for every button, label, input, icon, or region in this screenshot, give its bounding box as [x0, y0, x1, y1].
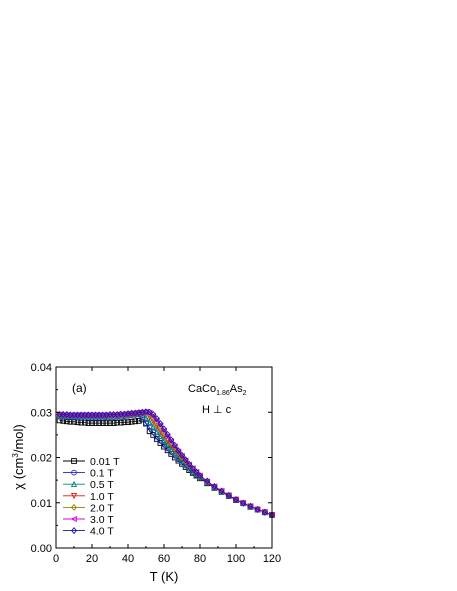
data-point	[143, 408, 149, 416]
data-point	[125, 419, 131, 426]
y-tick-label: 0.03	[31, 407, 52, 419]
data-point	[164, 430, 171, 438]
data-point	[179, 451, 185, 459]
x-tick-label: 40	[122, 553, 134, 565]
data-point	[110, 420, 117, 426]
data-point	[218, 487, 225, 495]
data-point	[211, 482, 218, 490]
legend-marker	[71, 527, 77, 535]
legend-marker	[70, 515, 77, 523]
field-direction-label: H ⊥ c	[202, 404, 232, 416]
data-point	[150, 423, 157, 430]
data-point	[204, 477, 211, 485]
data-point	[114, 419, 121, 426]
y-axis-label: χ (cm3/mol)	[11, 424, 26, 489]
data-point	[225, 492, 232, 500]
data-point	[171, 441, 178, 449]
legend-label: 3.0 T	[90, 514, 114, 526]
data-point	[150, 411, 157, 419]
data-point	[157, 420, 164, 428]
y-axis-label-sup: 3	[11, 453, 20, 458]
data-point	[146, 408, 153, 416]
y-tick-label: 0.04	[31, 362, 52, 374]
data-point	[153, 415, 160, 423]
legend-label: 0.5 T	[90, 479, 114, 491]
data-point	[186, 460, 193, 468]
legend: 0.01 T0.1 T0.5 T1.0 T2.0 T3.0 T4.0 T	[63, 456, 120, 538]
data-point	[92, 420, 99, 426]
series-4_0T	[56, 408, 275, 519]
legend-label: 0.01 T	[90, 456, 120, 468]
data-point	[164, 441, 171, 448]
legend-marker	[71, 503, 77, 511]
data-point	[193, 468, 200, 476]
data-point	[135, 417, 142, 424]
compound-sub-1: 1.86	[216, 390, 230, 397]
legend-label: 2.0 T	[90, 502, 114, 514]
compound-base: CaCo	[188, 383, 216, 395]
data-point	[161, 429, 167, 437]
legend-marker	[70, 480, 78, 488]
data-point	[168, 445, 175, 452]
data-point	[182, 456, 189, 464]
data-point	[107, 420, 113, 426]
data-point	[132, 418, 139, 425]
data-point	[175, 447, 182, 455]
x-tick-label: 120	[263, 553, 281, 565]
data-point	[197, 472, 203, 480]
data-point	[189, 464, 196, 472]
data-point	[150, 418, 157, 425]
data-point	[261, 508, 268, 516]
data-point	[139, 416, 146, 423]
data-point	[96, 420, 103, 426]
y-tick-label: 0.02	[31, 453, 52, 465]
legend-label: 0.1 T	[90, 468, 114, 480]
data-point	[128, 418, 135, 425]
compound-sub-2: 2	[243, 390, 247, 397]
panel-label: (a)	[72, 381, 87, 395]
x-tick-label: 80	[194, 553, 206, 565]
legend-marker	[70, 492, 78, 500]
compound-mid: As	[230, 383, 243, 395]
x-axis-label: T (K)	[150, 569, 179, 584]
data-point	[142, 414, 150, 421]
data-point	[168, 436, 175, 444]
data-point	[103, 420, 110, 426]
data-point	[63, 411, 70, 419]
legend-marker	[71, 458, 77, 464]
data-point	[89, 420, 95, 426]
data-point	[153, 428, 160, 435]
data-point	[121, 419, 128, 426]
axes: 0 20 40 60 80 100 120 0.00 0.01 0.02 0.03 0.04	[31, 362, 282, 565]
data-point	[161, 425, 167, 433]
legend-label: 1.0 T	[90, 491, 114, 503]
data-point	[99, 420, 106, 426]
y-axis-label-pre: χ (cm	[11, 458, 26, 490]
x-tick-label: 60	[158, 553, 170, 565]
y-tick-label: 0.00	[31, 543, 52, 555]
data-point	[247, 502, 254, 510]
data-point	[233, 496, 239, 504]
data-point	[254, 506, 261, 514]
compound-label: CaCo1.86As2	[188, 383, 247, 397]
data-point	[153, 423, 160, 430]
data-point	[240, 499, 247, 507]
plot-marks	[56, 408, 276, 519]
data-point	[160, 437, 168, 444]
data-point	[157, 432, 164, 440]
x-tick-label: 20	[86, 553, 98, 565]
data-point	[146, 418, 153, 426]
legend-label: 4.0 T	[90, 526, 114, 538]
data-point	[85, 420, 92, 426]
y-tick-label: 0.01	[31, 498, 52, 510]
legend-marker	[71, 469, 77, 476]
x-tick-label: 0	[53, 553, 59, 565]
data-point	[150, 414, 157, 422]
data-point	[117, 419, 124, 426]
y-axis-label-post: /mol)	[11, 424, 26, 453]
x-tick-label: 100	[227, 553, 245, 565]
